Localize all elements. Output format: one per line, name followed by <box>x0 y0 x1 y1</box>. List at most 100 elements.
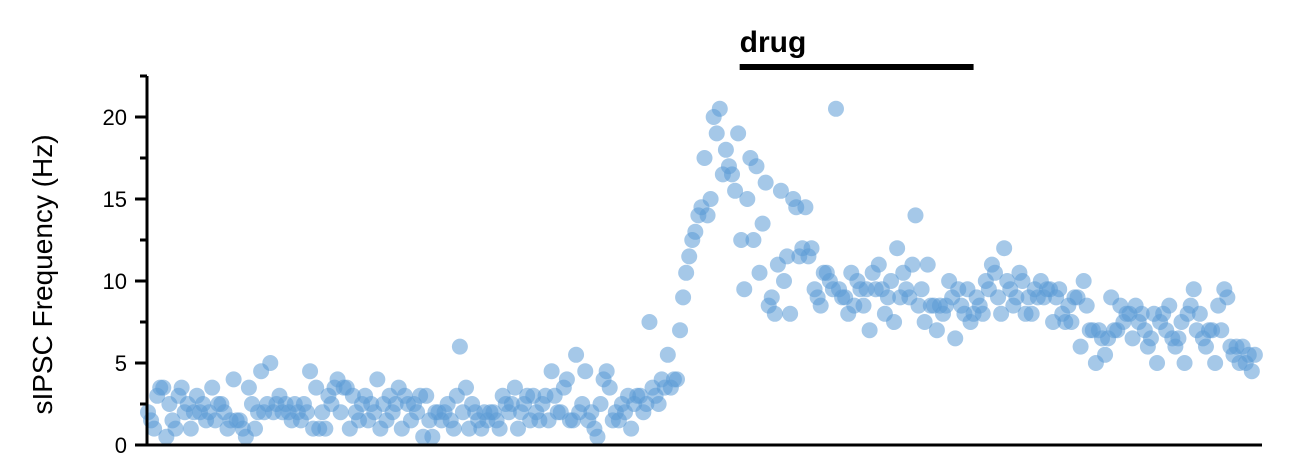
data-point <box>299 404 315 421</box>
data-point <box>418 387 435 404</box>
data-point <box>772 182 789 199</box>
data-point <box>240 379 257 396</box>
data-point <box>1072 338 1089 355</box>
data-point <box>739 191 756 207</box>
data-point <box>766 305 783 322</box>
data-point <box>204 379 221 396</box>
data-point <box>1063 314 1080 330</box>
data-point <box>711 100 728 117</box>
data-point <box>782 305 799 322</box>
data-point <box>173 379 190 396</box>
data-point <box>916 314 933 330</box>
data-point <box>182 420 199 437</box>
data-point <box>650 396 667 412</box>
data-point <box>445 420 462 437</box>
data-point <box>1023 305 1040 322</box>
data-point <box>678 264 695 281</box>
data-point <box>424 428 441 445</box>
data-point <box>543 363 560 380</box>
data-point <box>812 297 829 314</box>
data-point <box>910 297 927 314</box>
data-point <box>558 371 575 388</box>
data-point <box>1014 273 1031 289</box>
data-point <box>247 420 264 437</box>
data-point <box>568 346 585 363</box>
data-point <box>748 158 765 175</box>
data-point <box>1246 346 1263 363</box>
data-point <box>1008 289 1025 306</box>
data-point <box>757 174 774 191</box>
data-point <box>919 256 936 273</box>
y-tick-label: 15 <box>103 187 127 212</box>
data-point <box>1185 281 1202 298</box>
data-point <box>589 428 606 445</box>
data-point <box>745 232 762 248</box>
data-point <box>986 264 1003 281</box>
data-point <box>733 232 750 248</box>
data-point <box>1133 305 1150 322</box>
data-point <box>369 371 386 388</box>
data-point <box>675 289 692 306</box>
data-point <box>886 314 903 330</box>
data-point <box>1051 281 1068 298</box>
data-point <box>730 125 747 142</box>
data-point <box>889 240 906 257</box>
data-point <box>861 322 878 339</box>
data-point <box>1213 322 1230 339</box>
data-point <box>990 289 1007 306</box>
data-point <box>681 248 698 265</box>
y-axis-ticks: 0 5 10 15 20 <box>103 74 147 458</box>
data-point <box>717 141 734 158</box>
data-point <box>879 289 896 306</box>
data-point <box>724 166 741 183</box>
data-point <box>672 322 689 339</box>
data-point <box>1170 330 1187 347</box>
data-point <box>907 207 924 224</box>
data-point <box>751 264 768 281</box>
data-point <box>974 305 991 322</box>
data-point <box>947 330 964 347</box>
data-point <box>506 379 523 396</box>
y-axis-title: sIPSC Frequency (Hz) <box>27 134 58 414</box>
data-point <box>754 215 771 232</box>
data-point <box>1161 297 1178 314</box>
data-point <box>763 289 780 306</box>
data-point <box>883 273 900 289</box>
data-point <box>601 379 618 396</box>
y-tick-label: 0 <box>115 433 127 458</box>
data-point <box>332 404 349 421</box>
data-point <box>696 150 713 166</box>
data-point <box>668 371 685 388</box>
data-point <box>779 248 796 265</box>
data-point <box>928 322 945 339</box>
data-point <box>509 420 526 437</box>
data-point <box>409 404 426 421</box>
data-point <box>1243 363 1260 380</box>
data-point <box>623 420 640 437</box>
data-point <box>317 420 334 437</box>
data-point <box>687 223 704 240</box>
data-point <box>1191 305 1208 322</box>
y-tick-label: 5 <box>115 351 127 376</box>
data-point <box>155 379 172 396</box>
data-point <box>146 420 163 437</box>
data-point <box>1142 330 1159 347</box>
data-point <box>1219 289 1236 306</box>
data-point <box>855 297 872 314</box>
y-tick-label: 10 <box>103 269 127 294</box>
data-point <box>167 420 184 437</box>
data-point <box>699 207 716 224</box>
drug-label: drug <box>740 26 807 59</box>
data-point <box>1149 355 1166 371</box>
data-point <box>803 240 820 257</box>
data-point <box>904 256 921 273</box>
data-point <box>659 346 676 363</box>
data-point <box>491 420 508 437</box>
data-point <box>708 125 725 142</box>
data-point <box>598 363 615 380</box>
data-point <box>727 182 744 199</box>
data-point <box>1176 355 1193 371</box>
data-point <box>641 314 658 330</box>
data-point <box>1097 346 1114 363</box>
